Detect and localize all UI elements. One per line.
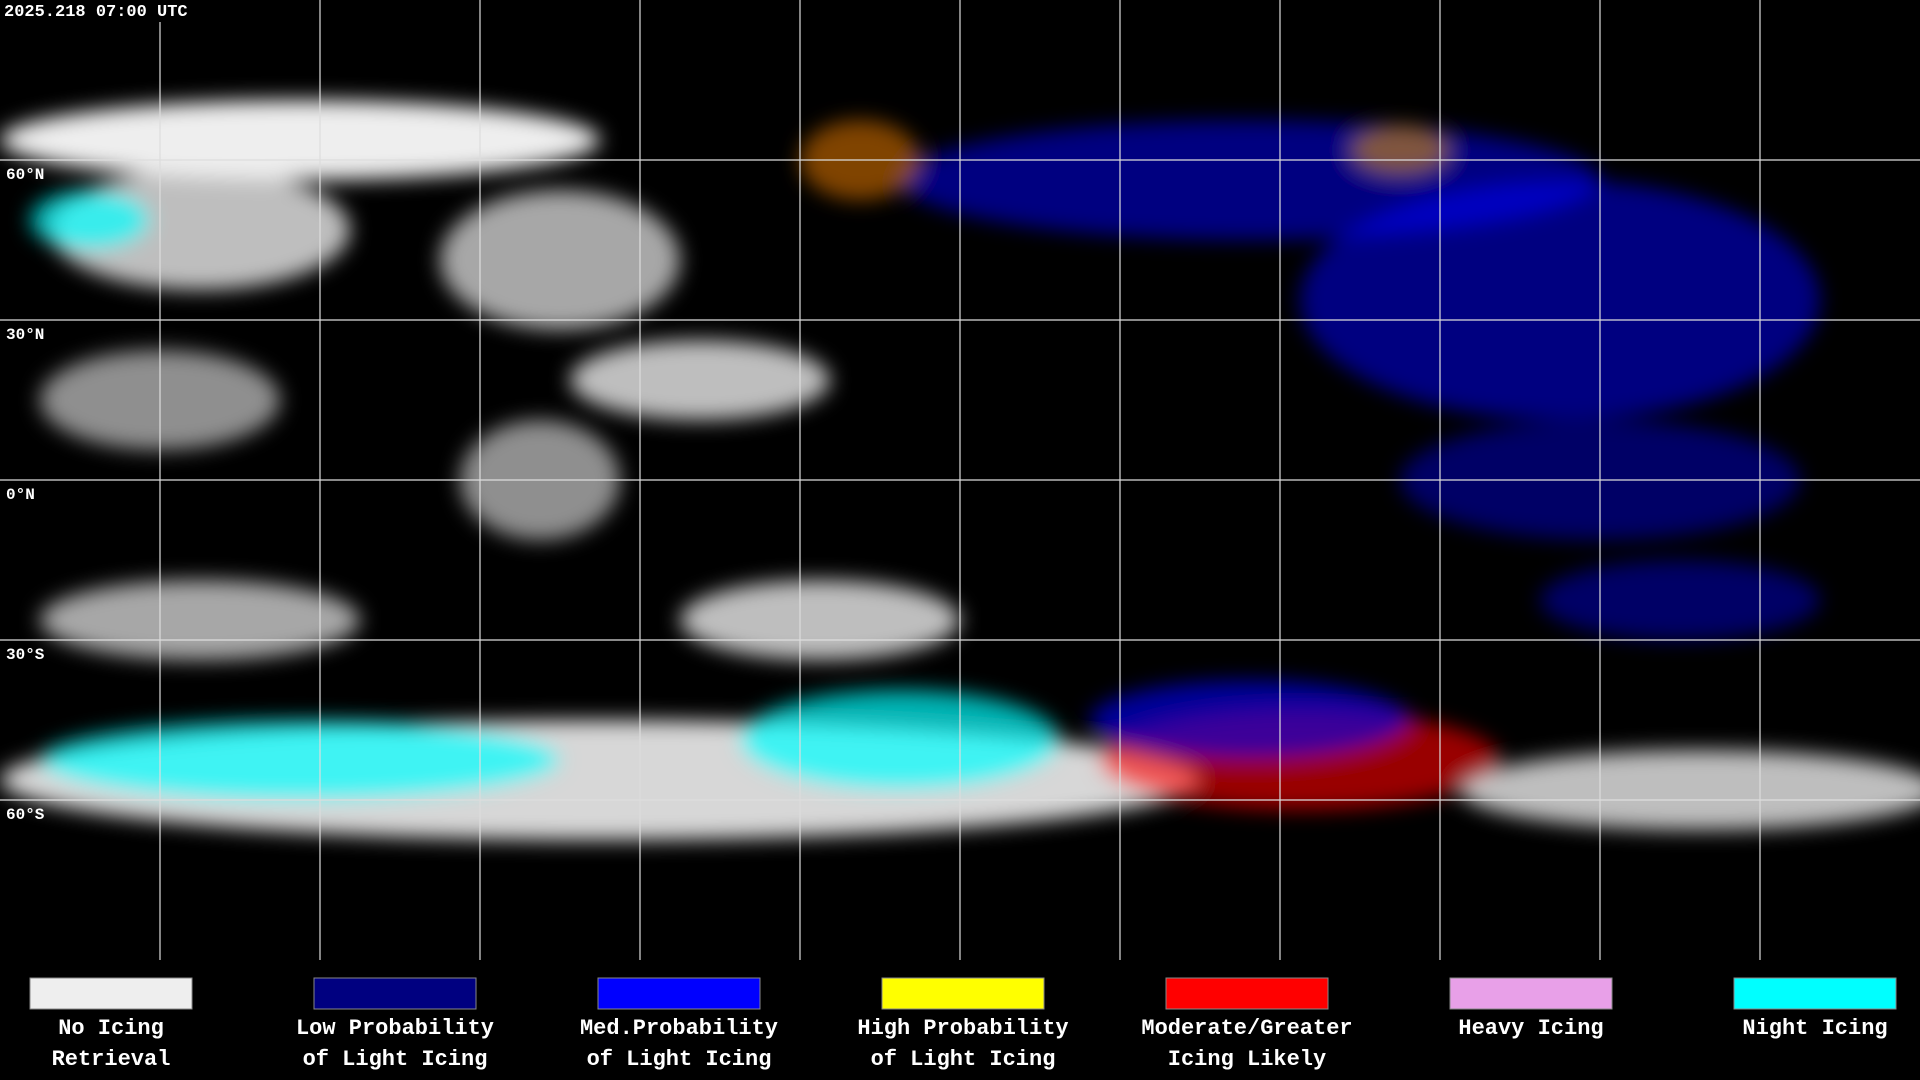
- latitude-label: 30°N: [6, 326, 44, 344]
- legend-label: Moderate/Greater: [1141, 1016, 1352, 1041]
- legend-label: Low Probability: [296, 1016, 494, 1041]
- legend-swatch: [1449, 977, 1613, 1010]
- timestamp-bg: [0, 0, 222, 22]
- legend-swatch: [1165, 977, 1329, 1010]
- legend-swatch: [29, 977, 193, 1010]
- timestamp: 2025.218 07:00 UTC: [4, 3, 188, 22]
- legend-swatch: [313, 977, 477, 1010]
- latitude-label: 60°N: [6, 166, 44, 184]
- legend-label: Heavy Icing: [1458, 1016, 1603, 1041]
- latitude-label: 0°N: [6, 486, 35, 504]
- legend-label: Icing Likely: [1168, 1047, 1326, 1072]
- legend-label: High Probability: [857, 1016, 1068, 1041]
- graticule: [0, 0, 1920, 960]
- legend: No Icing Retrieval Low Probability of Light…: [29, 977, 1897, 1072]
- legend-swatch: [881, 977, 1045, 1010]
- legend-label: of Light Icing: [303, 1047, 488, 1072]
- legend-swatch: [1733, 977, 1897, 1010]
- latitude-labels: 60°N 30°N 0°N 30°S 60°S: [6, 166, 45, 824]
- legend-label: Retrieval: [52, 1047, 171, 1072]
- latitude-label: 60°S: [6, 806, 45, 824]
- legend-label: of Light Icing: [871, 1047, 1056, 1072]
- latitude-label: 30°S: [6, 646, 45, 664]
- legend-label: No Icing: [58, 1016, 164, 1041]
- legend-label: Med.Probability: [580, 1016, 778, 1041]
- legend-swatch: [597, 977, 761, 1010]
- legend-label: Night Icing: [1742, 1016, 1887, 1041]
- legend-label: of Light Icing: [587, 1047, 772, 1072]
